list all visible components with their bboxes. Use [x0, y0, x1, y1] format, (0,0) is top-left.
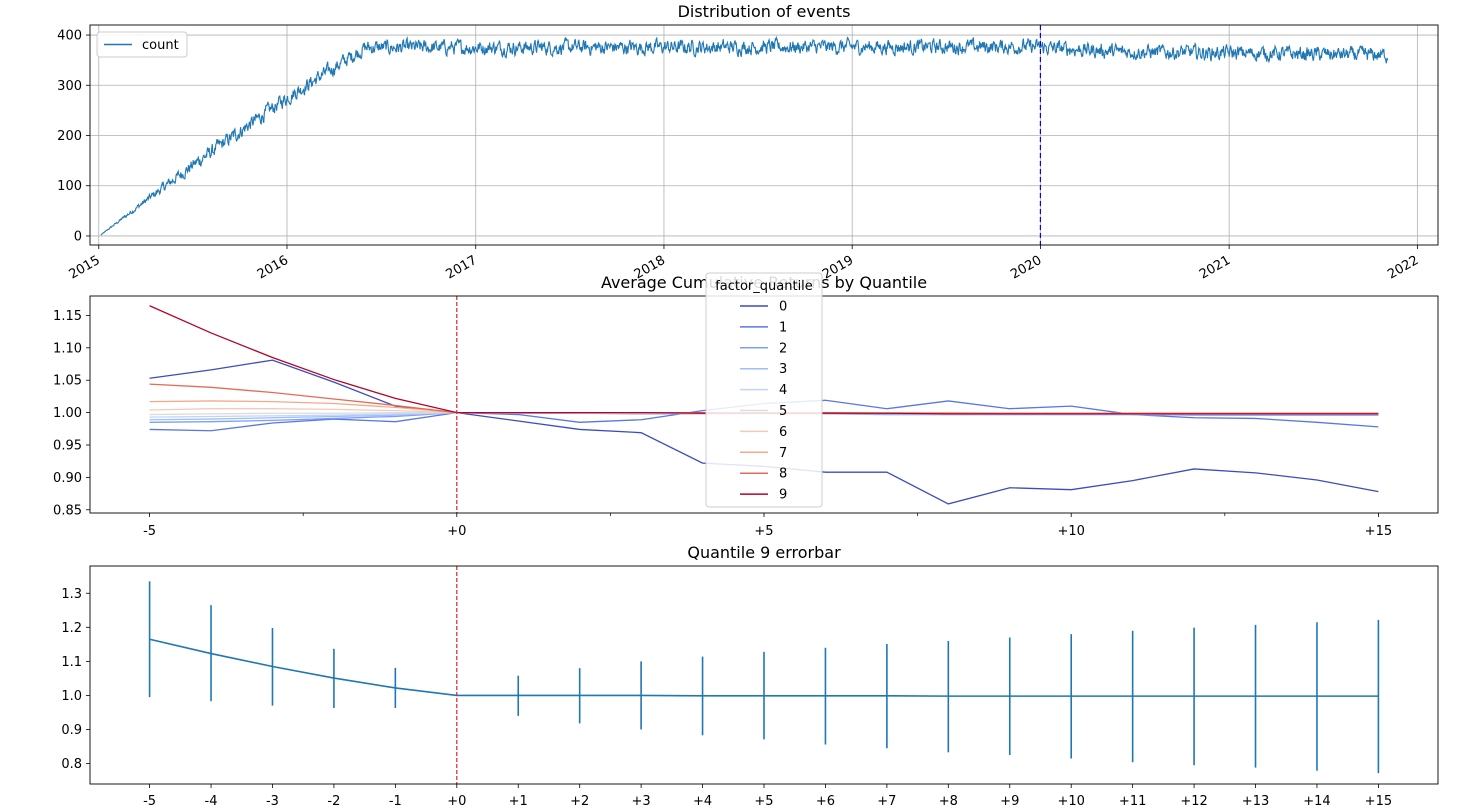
x-tick-label: -5	[143, 794, 156, 809]
legend-label-6: 6	[779, 425, 787, 440]
mean-line	[149, 638, 1379, 697]
y-tick-label: 0.95	[53, 438, 82, 453]
x-tick-label: 2017	[444, 253, 480, 283]
x-tick-label: 2021	[1197, 253, 1233, 283]
x-tick-label: +14	[1303, 794, 1330, 809]
legend-label-4: 4	[779, 383, 787, 398]
y-tick-label: 1.2	[61, 621, 82, 636]
y-tick-label: 0.8	[61, 757, 82, 772]
y-tick-label: 0.90	[53, 471, 82, 486]
y-tick-label: 1.00	[53, 406, 82, 421]
x-tick-label: +15	[1365, 524, 1392, 539]
x-tick-label: -2	[327, 794, 340, 809]
plot-frame	[89, 565, 1439, 785]
legend-label-2: 2	[779, 341, 787, 356]
y-tick-label: 300	[57, 79, 82, 94]
legend-label-3: 3	[779, 362, 787, 377]
x-tick-label: -4	[205, 794, 218, 809]
x-tick-label: 2022	[1385, 253, 1421, 283]
legend-title: factor_quantile	[715, 279, 813, 294]
x-tick-label: +7	[877, 794, 896, 809]
x-tick-label: 2020	[1008, 253, 1044, 283]
legend-label-9: 9	[779, 488, 787, 503]
x-tick-label: 2015	[67, 253, 103, 283]
plot-frame	[89, 24, 1439, 246]
x-tick-label: +3	[632, 794, 651, 809]
y-tick-label: 200	[57, 129, 82, 144]
chart-title: Quantile 9 errorbar	[687, 543, 841, 562]
y-tick-label: 0.85	[53, 503, 82, 518]
legend-label-8: 8	[779, 467, 787, 482]
y-tick-label: 400	[57, 29, 82, 44]
x-tick-label: +4	[693, 794, 712, 809]
x-tick-label: +1	[509, 794, 528, 809]
x-tick-label: 2016	[255, 253, 291, 283]
x-tick-label: +12	[1180, 794, 1207, 809]
x-tick-label: +0	[447, 524, 466, 539]
x-tick-label: +15	[1365, 794, 1392, 809]
x-tick-label: +8	[939, 794, 958, 809]
x-tick-label: +5	[754, 524, 773, 539]
y-tick-label: 1.0	[61, 689, 82, 704]
legend-label-5: 5	[779, 404, 787, 419]
y-tick-label: 1.05	[53, 374, 82, 389]
legend-label-1: 1	[779, 320, 787, 335]
x-tick-label: +10	[1057, 794, 1084, 809]
legend: count	[96, 31, 188, 58]
legend-label-7: 7	[779, 446, 787, 461]
legend-label: count	[142, 38, 179, 53]
legend-label-0: 0	[779, 300, 787, 315]
y-tick-label: 1.10	[53, 341, 82, 356]
x-tick-label: +2	[570, 794, 589, 809]
y-tick-label: 100	[57, 179, 82, 194]
y-tick-label: 1.3	[61, 587, 82, 602]
x-tick-label: +9	[1000, 794, 1019, 809]
x-tick-label: -3	[266, 794, 279, 809]
x-tick-label: +13	[1242, 794, 1269, 809]
count-series-line	[100, 35, 1389, 236]
chart-title: Distribution of events	[678, 2, 851, 21]
x-tick-label: +10	[1057, 524, 1084, 539]
y-tick-label: 0	[74, 229, 82, 244]
legend-box	[96, 31, 188, 58]
y-tick-label: 0.9	[61, 723, 82, 738]
y-tick-label: 1.15	[53, 309, 82, 324]
x-tick-label: +5	[754, 794, 773, 809]
x-tick-label: +0	[447, 794, 466, 809]
x-tick-label: +6	[816, 794, 835, 809]
legend: factor_quantile 0 1 2 3 4 5 6 7 8 9	[705, 272, 823, 508]
returns-chart: Average Cumulative Returns by Quantile0.…	[53, 272, 1439, 539]
errorbar-chart: Quantile 9 errorbar 0.8 0.9 1.0 1.1 1.2 1.3 -5 -…	[61, 543, 1439, 809]
x-tick-label: +11	[1119, 794, 1146, 809]
x-tick-label: -1	[389, 794, 402, 809]
y-tick-label: 1.1	[61, 655, 82, 670]
x-tick-label: -5	[143, 524, 156, 539]
